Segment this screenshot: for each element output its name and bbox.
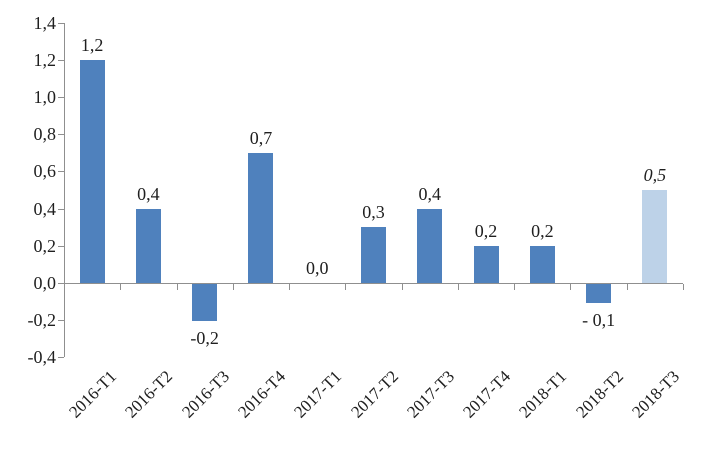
y-tick — [58, 97, 64, 98]
x-tick — [626, 284, 628, 290]
data-label-2017-T2: 0,3 — [362, 202, 385, 223]
data-label-2016-T3: -0,2 — [190, 328, 219, 349]
y-axis-tick-label: 0,4 — [33, 198, 57, 219]
y-axis-tick-label: 0,0 — [33, 273, 57, 293]
y-axis-tick-label: -0,2 — [27, 310, 57, 331]
bar-2016-T2 — [135, 208, 161, 283]
x-tick — [345, 284, 347, 290]
y-tick — [58, 245, 64, 247]
bar-2017-T4 — [473, 245, 499, 283]
data-label-2017-T3: 0,4 — [418, 183, 442, 204]
bar-2016-T1 — [79, 59, 105, 283]
data-label-2017-T4: 0,2 — [474, 220, 498, 241]
y-axis-tick-label: 0,2 — [33, 235, 57, 256]
y-axis-tick-label: -0,4 — [27, 347, 57, 368]
y-tick — [58, 283, 64, 284]
x-tick — [232, 284, 234, 290]
y-tick — [58, 59, 64, 61]
y-tick — [58, 171, 64, 173]
y-axis-tick-label: 1,0 — [33, 87, 57, 107]
x-tick — [401, 284, 403, 290]
y-axis-tick-label: 0,8 — [33, 124, 57, 145]
y-tick — [58, 208, 64, 210]
data-label-2016-T2: 0,4 — [137, 183, 160, 204]
data-label-2016-T4: 0,7 — [249, 127, 273, 148]
x-tick — [570, 284, 572, 290]
y-tick — [58, 320, 64, 322]
y-axis-line — [64, 22, 65, 358]
bar-2017-T3 — [417, 208, 443, 283]
data-label-2016-T1: 1,2 — [80, 34, 104, 55]
x-axis-line — [64, 283, 683, 284]
bar-2016-T4 — [248, 152, 274, 283]
bar-2018-T2 — [586, 284, 612, 303]
data-label-2018-T2: - 0,1 — [582, 309, 616, 330]
x-tick — [120, 284, 122, 290]
x-tick — [176, 284, 178, 290]
bar-2016-T3 — [192, 284, 218, 322]
data-label-2018-T1: 0,2 — [531, 220, 554, 241]
y-axis-tick-label: 1,2 — [33, 49, 57, 70]
data-label-2017-T1: 0,0 — [305, 258, 329, 278]
data-label-2018-T3: 0,5 — [643, 165, 667, 185]
x-tick — [514, 284, 516, 290]
x-tick — [289, 284, 291, 290]
bar-2018-T1 — [529, 245, 555, 283]
x-tick — [457, 284, 459, 290]
y-axis-tick-label: 1,4 — [33, 12, 57, 33]
y-tick — [58, 22, 64, 24]
y-tick — [58, 134, 64, 136]
y-tick — [58, 357, 64, 359]
bar-2018-T3 — [642, 190, 668, 283]
y-axis-tick-label: 0,6 — [33, 161, 57, 182]
bar-2017-T2 — [361, 227, 386, 283]
x-tick — [683, 284, 684, 290]
